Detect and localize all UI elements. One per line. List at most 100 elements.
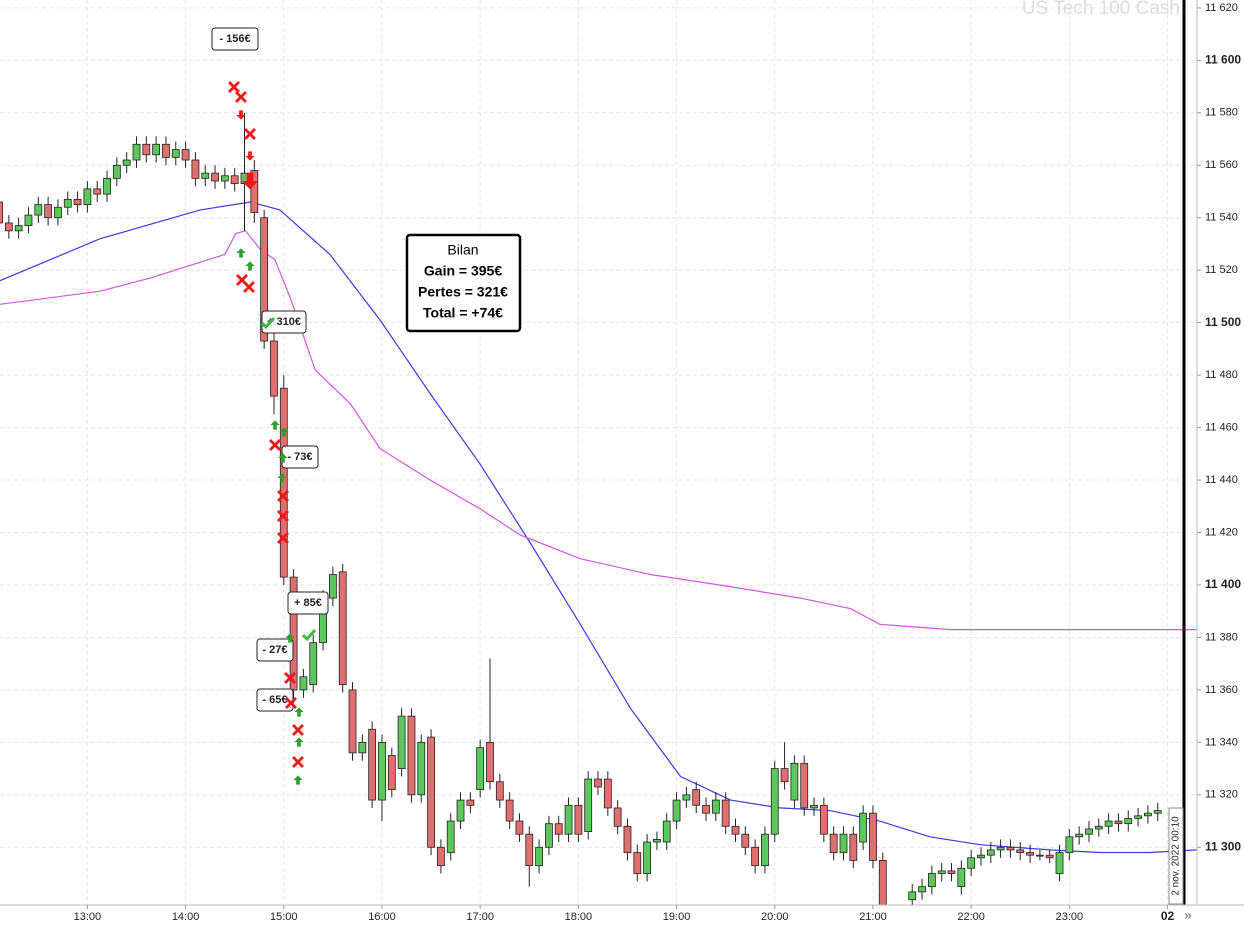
candle-body [957,867,966,888]
candle-body [338,571,347,686]
candle-body [662,820,671,843]
candle-body [996,846,1005,851]
annotation-box [256,638,294,662]
candle-body [1144,812,1152,817]
candle-body [545,823,553,848]
candle-body [741,833,750,848]
candle-body [967,857,976,869]
candle-body [800,762,809,809]
candle-body [289,576,298,691]
x-tick-label: 15:00 [270,911,298,923]
candle-body [260,217,269,342]
candle-body [348,689,357,754]
candle-body [250,170,259,213]
moving-average-line [0,201,1197,854]
candle-body [4,222,13,232]
candle-body [417,741,426,796]
candle-body [387,755,396,790]
y-tick-label: 11 480 [1205,369,1238,381]
candle-body [810,804,818,809]
x-tick-label: 13:00 [74,911,102,923]
candle-body [986,849,995,856]
y-tick-label: 11 560 [1205,159,1238,171]
candle-body [613,807,622,827]
annotation-box [287,591,329,615]
candle-body [859,812,868,843]
candle-body [554,823,563,835]
candle-body [770,768,779,835]
y-tick-label: 11 360 [1205,684,1238,696]
candle-body [0,201,3,224]
scroll-button[interactable]: » [1184,907,1191,922]
candle-body [407,715,416,796]
candle-body [790,762,799,801]
candle-body [505,799,514,822]
candle-body [761,833,769,867]
candle-body [495,781,504,801]
candle-body [702,804,710,814]
y-tick-label: 11 620 [1205,2,1238,14]
candle-body [446,820,455,853]
candle-body [603,778,612,809]
candle-body [525,833,534,867]
candle-body [34,204,43,216]
x-tick-label: 20:00 [761,911,789,923]
moving-average-line [0,230,1197,631]
candle-body [1075,833,1084,838]
annotation-label: + 85€ [294,597,322,609]
candle-body [466,799,475,806]
candle-body [1104,820,1113,827]
candle-body [230,175,239,185]
candle-body [201,172,210,179]
candle-body [436,846,445,867]
y-tick-label: 11 600 [1205,53,1241,67]
candle-body [279,387,288,578]
candle-body [721,799,730,827]
summary-title: Bilan [447,242,478,258]
candle-body [73,198,82,206]
x-tick-label: 23:00 [1056,911,1084,923]
candle-body [1045,854,1054,859]
candle-body [14,225,23,232]
candles [0,112,1162,905]
candle-body [869,812,877,861]
annotation-box [261,310,307,334]
annotation-label: - 156€ [219,33,250,45]
candle-body [112,164,121,179]
candle-body [977,854,985,859]
candle-body [54,206,62,219]
summary-frame [405,233,522,333]
candle-body [358,741,367,754]
candle-body [378,741,386,801]
candle-body [829,833,838,853]
candle-body [682,794,691,801]
candle-body [456,799,465,822]
candle-body [309,642,318,686]
x-tick-label: 17:00 [466,911,494,923]
candle-body [486,741,494,783]
candle-body [162,143,170,158]
candle-body [476,747,485,790]
candle-body [328,574,337,599]
candle-body [24,214,33,226]
y-tick-label: 11 500 [1205,315,1241,329]
x-tick-label: 14:00 [172,911,200,923]
candle-body [1026,852,1034,856]
candle-body [1065,836,1074,853]
y-tick-label: 11 420 [1205,526,1238,538]
candle-body [927,873,936,888]
candle-body [191,159,200,179]
candle-body [937,870,946,874]
candle-body [427,736,435,848]
candle-body [672,799,681,822]
current-time-label: 2 nov. 2022 00:10 [1171,816,1182,896]
summary-box: Bilan Gain = 395€ Pertes = 321€ Total = … [405,233,522,333]
candle-body [564,804,573,835]
candle-body [878,860,887,905]
candle-body [1006,846,1015,851]
y-tick-label: 11 340 [1205,736,1238,748]
candle-body [574,804,583,835]
candle-body [515,820,524,835]
candle-body [653,839,661,843]
